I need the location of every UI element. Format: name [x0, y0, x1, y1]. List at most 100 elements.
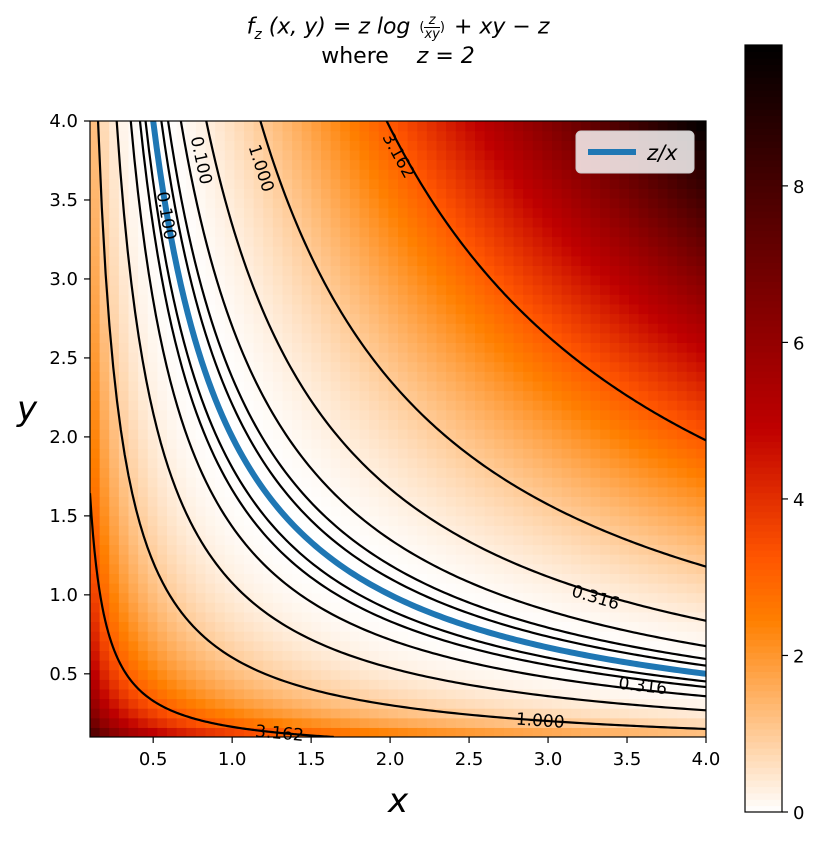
heatmap-cell: [552, 650, 563, 661]
heatmap-cell: [465, 477, 476, 488]
heatmap-cell: [494, 717, 505, 728]
heatmap-cell: [224, 400, 235, 411]
colorbar-segment: [745, 696, 782, 704]
heatmap-cell: [234, 506, 245, 517]
heatmap-cell: [359, 467, 370, 478]
heatmap-cell: [455, 448, 466, 459]
heatmap-cell: [648, 534, 659, 546]
heatmap-cell: [340, 448, 351, 459]
heatmap-cell: [436, 669, 447, 680]
heatmap-cell: [696, 121, 706, 132]
heatmap-cell: [301, 429, 312, 440]
heatmap-cell: [330, 323, 341, 334]
heatmap-cell: [417, 438, 428, 449]
heatmap-cell: [321, 130, 332, 141]
heatmap-cell: [446, 275, 457, 286]
heatmap-cell: [532, 563, 543, 574]
heatmap-cell: [571, 294, 582, 305]
heatmap-cell: [696, 140, 706, 151]
heatmap-cell: [398, 457, 409, 469]
heatmap-cell: [407, 390, 418, 401]
heatmap-cell: [542, 717, 553, 728]
heatmap-cell: [465, 438, 476, 449]
heatmap-cell: [696, 332, 706, 343]
heatmap-cell: [503, 275, 515, 286]
colorbar-segment: [745, 358, 782, 366]
heatmap-cell: [590, 284, 601, 295]
heatmap-cell: [109, 313, 120, 324]
heatmap-cell: [147, 380, 158, 392]
heatmap-cell: [369, 303, 380, 315]
heatmap-cell: [388, 371, 399, 382]
heatmap-cell: [503, 313, 515, 324]
heatmap-cell: [513, 698, 524, 709]
heatmap-cell: [282, 640, 293, 651]
heatmap-cell: [609, 390, 620, 401]
heatmap-cell: [696, 679, 706, 690]
heatmap-cell: [446, 236, 457, 247]
heatmap-cell: [301, 188, 312, 199]
heatmap-cell: [677, 371, 688, 382]
heatmap-cell: [580, 284, 592, 295]
heatmap-cell: [330, 188, 341, 199]
heatmap-cell: [638, 448, 649, 459]
heatmap-cell: [263, 506, 274, 517]
heatmap-cell: [513, 486, 524, 497]
colorbar-segment: [745, 422, 782, 430]
heatmap-cell: [571, 486, 582, 497]
heatmap-cell: [417, 284, 428, 295]
heatmap-cell: [244, 717, 255, 728]
heatmap-cell: [648, 573, 659, 584]
heatmap-cell: [590, 198, 601, 209]
heatmap-cell: [340, 409, 351, 420]
heatmap-cell: [292, 602, 303, 613]
heatmap-cell: [157, 688, 168, 700]
heatmap-cell: [340, 592, 351, 603]
heatmap-cell: [138, 371, 149, 382]
heatmap-cell: [330, 313, 341, 324]
heatmap-cell: [301, 226, 312, 238]
heatmap-cell: [696, 275, 706, 286]
heatmap-cell: [571, 217, 582, 228]
heatmap-cell: [561, 457, 572, 469]
heatmap-cell: [330, 303, 341, 315]
colorbar-segment: [745, 211, 782, 219]
heatmap-cell: [292, 303, 303, 315]
heatmap-cell: [523, 621, 534, 632]
heatmap-cell: [272, 631, 284, 642]
heatmap-cell: [398, 342, 409, 353]
colorbar-segment: [745, 575, 782, 583]
heatmap-cell: [311, 380, 322, 392]
heatmap-cell: [157, 390, 168, 401]
heatmap-cell: [224, 409, 235, 420]
heatmap-cell: [609, 198, 620, 209]
heatmap-cell: [398, 121, 409, 132]
heatmap-cell: [523, 506, 534, 517]
heatmap-cell: [109, 708, 120, 719]
heatmap-cell: [359, 621, 370, 632]
heatmap-cell: [571, 361, 582, 372]
heatmap-cell: [147, 265, 158, 276]
heatmap-cell: [253, 169, 264, 180]
heatmap-cell: [542, 506, 553, 517]
heatmap-cell: [138, 429, 149, 440]
heatmap-cell: [244, 419, 255, 430]
heatmap-cell: [417, 390, 428, 401]
heatmap-cell: [292, 255, 303, 266]
heatmap-cell: [571, 727, 582, 737]
heatmap-cell: [321, 563, 332, 574]
heatmap-cell: [494, 361, 505, 372]
heatmap-cell: [446, 400, 457, 411]
heatmap-cell: [657, 265, 669, 276]
heatmap-cell: [118, 457, 130, 469]
contour-line: [160, 121, 706, 667]
heatmap-cell: [677, 506, 688, 517]
heatmap-cell: [590, 332, 601, 343]
heatmap-cell: [417, 573, 428, 584]
heatmap-cell: [436, 688, 447, 700]
heatmap-cell: [446, 294, 457, 305]
heatmap-cell: [552, 621, 563, 632]
colorbar-segment: [745, 735, 782, 743]
heatmap-cell: [118, 390, 130, 401]
heatmap-cell: [292, 486, 303, 497]
